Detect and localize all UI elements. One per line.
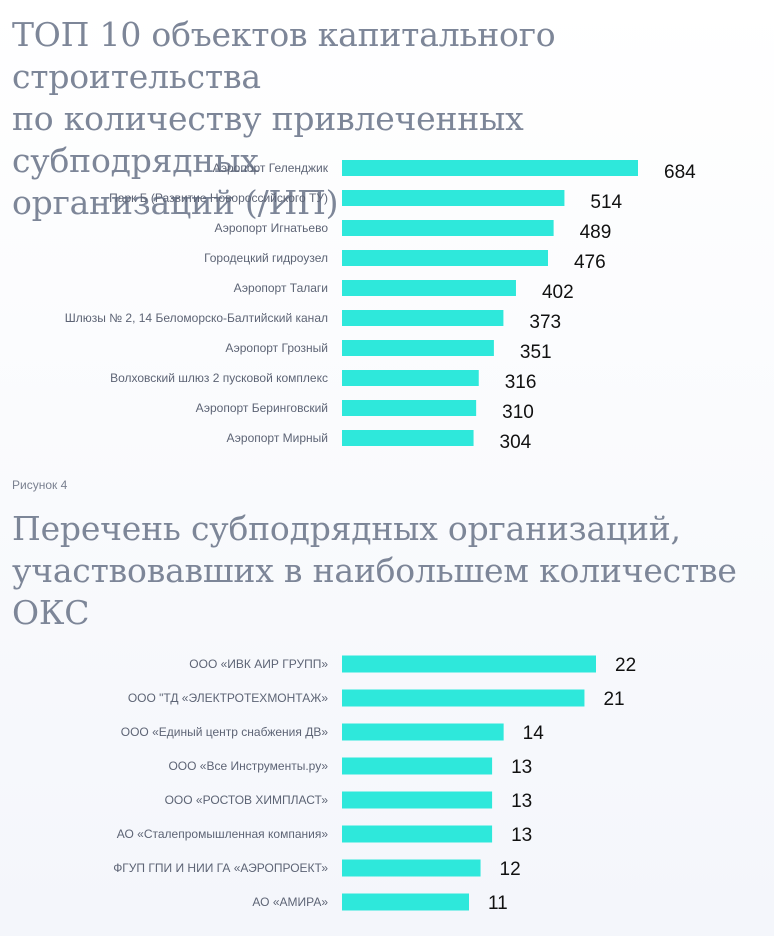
category-label: Аэропорт Грозный (225, 341, 328, 355)
chart-1-title: ТОП 10 объектов капитального строительст… (12, 15, 556, 222)
value-label: 22 (615, 655, 636, 676)
value-label: 11 (488, 893, 508, 914)
value-label: 514 (590, 192, 622, 213)
bar (342, 757, 493, 775)
chart-2-objects-by-subcontractor: ООО «ИВК АИР ГРУПП» 22 ООО "ТД «ЭЛЕКТРОТЕХ… (113, 655, 636, 914)
value-label: 489 (580, 222, 612, 243)
value-label: 14 (523, 723, 545, 744)
category-label: Аэропорт Талаги (234, 281, 328, 295)
bar (342, 370, 479, 386)
category-label: АО «Сталепромышленная компания» (117, 827, 329, 841)
category-label: ООО «Все Инструменты.ру» (168, 759, 328, 773)
category-label: Аэропорт Геленджик (213, 161, 329, 175)
category-label: ООО «Единый центр снабжения ДВ» (121, 725, 329, 739)
bar (342, 859, 481, 877)
category-label: Аэропорт Беринговский (196, 401, 328, 415)
category-label: Парк Б (Развитие Новороссийского ТУ) (109, 191, 328, 205)
bar (342, 220, 554, 236)
value-label: 476 (574, 252, 606, 273)
value-label: 373 (529, 312, 561, 333)
value-label: 402 (542, 282, 574, 303)
bar (342, 723, 504, 741)
value-label: 12 (500, 859, 521, 880)
bar (342, 655, 596, 673)
value-label: 316 (505, 372, 537, 393)
bar (342, 825, 493, 843)
category-label: Аэропорт Мирный (227, 431, 328, 445)
chart-1-subcontractors-by-object: Аэропорт Геленджик 684 Парк Б (Развитие Но… (65, 160, 696, 453)
bar (342, 310, 504, 326)
category-label: АО «АМИРА» (252, 895, 328, 909)
category-label: Городецкий гидроузел (204, 251, 328, 265)
category-label: Аэропорт Игнатьево (214, 221, 328, 235)
bar (342, 250, 548, 266)
value-label: 310 (502, 402, 534, 423)
value-label: 13 (511, 791, 532, 812)
category-label: ООО "ТД «ЭЛЕКТРОТЕХМОНТАЖ» (128, 691, 329, 705)
category-label: ООО «РОСТОВ ХИМПЛАСТ» (165, 793, 329, 807)
bar (342, 689, 585, 707)
bar (342, 160, 638, 176)
value-label: 21 (603, 689, 624, 710)
bar (342, 280, 516, 296)
category-label: Волховский шлюз 2 пусковой комплекс (110, 371, 328, 385)
value-label: 684 (664, 162, 696, 183)
value-label: 351 (520, 342, 552, 363)
figure-caption: Рисунок 4 (12, 478, 68, 492)
bar (342, 340, 494, 356)
bar (342, 791, 493, 809)
value-label: 13 (511, 825, 532, 846)
bar (342, 190, 565, 206)
bar (342, 893, 469, 911)
bar (342, 400, 477, 416)
category-label: ООО «ИВК АИР ГРУПП» (189, 657, 328, 671)
value-label: 304 (500, 432, 532, 453)
value-label: 13 (511, 757, 532, 778)
chart-2-title: Перечень субподрядных организаций, участ… (12, 509, 737, 632)
bar (342, 430, 474, 446)
category-label: ФГУП ГПИ И НИИ ГА «АЭРОПРОЕКТ» (113, 861, 328, 875)
category-label: Шлюзы № 2, 14 Беломорско-Балтийский кана… (65, 311, 328, 325)
